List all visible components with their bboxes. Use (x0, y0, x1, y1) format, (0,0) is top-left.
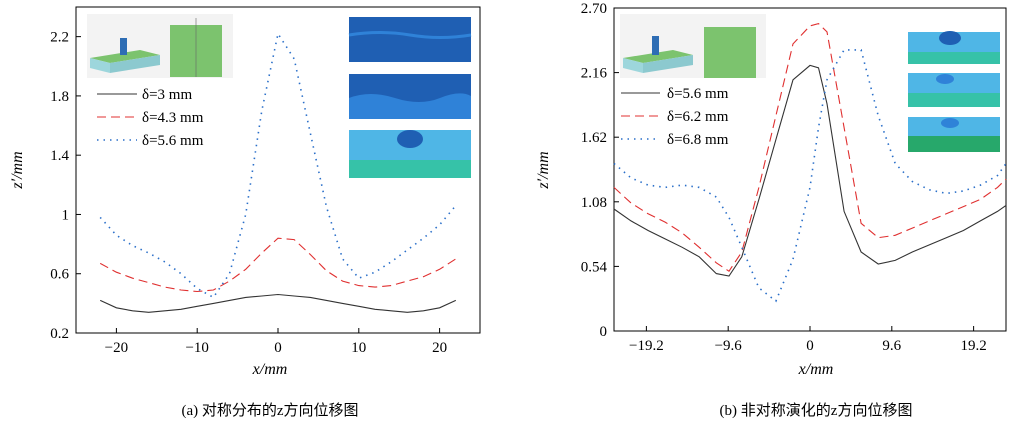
contour-image-b3-bulge (941, 118, 959, 128)
legend-a-label-3: δ=5.6 mm (142, 133, 204, 149)
contour-image-b2-band (908, 93, 1000, 107)
contour-image-b3-band (908, 136, 1000, 152)
chart-b-xlabel: x/mm (798, 361, 834, 378)
contour-image-b1-bulge (939, 31, 961, 45)
chart-a-xlabel: x/mm (252, 361, 288, 378)
legend-b-label-2: δ=6.2 mm (667, 109, 729, 125)
series-line-b-3 (613, 49, 1007, 303)
contour-image-3-band (349, 160, 471, 178)
chart-b-inset-schematic (620, 14, 766, 78)
chart-a-contour-insets (348, 17, 472, 178)
series-line-a-1 (99, 293, 457, 313)
chart-b-ticks: −19.2 −9.6 0 9.6 19.2 0 0.54 1.08 1.62 2.16 2.70 (581, 1, 987, 354)
x-tick-label: 10 (351, 340, 366, 356)
y-tick-label: 0.2 (50, 326, 69, 342)
x-tick-label: −19.2 (629, 338, 664, 354)
chart-a: −20 −10 0 10 20 0.2 0.6 1 1.4 1.8 2.2 x/mm z′/mm (… (9, 6, 481, 419)
y-tick-label: 0.54 (581, 259, 608, 275)
x-tick-label: 0 (806, 338, 814, 354)
schematic-pillar (652, 36, 659, 55)
y-tick-label: 1.4 (50, 148, 69, 164)
chart-a-legend: δ=3 mm δ=4.3 mm δ=5.6 mm (97, 87, 204, 149)
chart-b-legend: δ=5.6 mm δ=6.2 mm δ=6.8 mm (621, 86, 729, 148)
x-tick-label: −10 (185, 340, 208, 356)
series-line-a-2 (99, 237, 457, 293)
schematic-plate-front (90, 58, 110, 73)
x-tick-label: −20 (105, 340, 128, 356)
chart-b-caption: (b) 非对称演化的z方向位移图 (720, 402, 913, 419)
chart-a-inset-schematic (87, 14, 233, 78)
x-tick-label: 9.6 (882, 338, 901, 354)
y-tick-label: 2.70 (581, 1, 607, 17)
contour-image-1 (349, 17, 471, 62)
schematic-plate-side (110, 55, 160, 73)
x-tick-label: 20 (432, 340, 447, 356)
chart-b: −19.2 −9.6 0 9.6 19.2 0 0.54 1.08 1.62 2.16 2.70 x… (535, 1, 1007, 419)
y-tick-label: 1.8 (50, 89, 69, 105)
contour-image-b1-band (908, 52, 1000, 64)
y-tick-label: 1 (62, 207, 70, 223)
x-tick-label: −9.6 (715, 338, 743, 354)
contour-image-1-band (348, 31, 472, 39)
chart-a-ticks: −20 −10 0 10 20 0.2 0.6 1 1.4 1.8 2.2 (50, 30, 447, 356)
schematic-plate-top (90, 50, 160, 63)
legend-a-label-2: δ=4.3 mm (142, 110, 204, 126)
y-tick-label: 0.6 (50, 267, 69, 283)
chart-a-caption: (a) 对称分布的z方向位移图 (181, 402, 358, 419)
y-tick-label: 0 (600, 324, 608, 340)
chart-b-contour-insets (908, 31, 1000, 152)
schematic-plate-top (623, 50, 693, 63)
contour-image-3-bulge (397, 130, 423, 148)
chart-b-lines (613, 22, 1007, 303)
chart-b-ylabel: z′/mm (535, 151, 552, 189)
chart-a-ylabel: z′/mm (9, 151, 26, 189)
contour-image-2-band (349, 93, 471, 119)
schematic-pillar (120, 38, 127, 55)
x-tick-label: 0 (274, 340, 282, 356)
y-tick-label: 1.62 (581, 130, 607, 146)
schematic-plate-side (643, 55, 693, 73)
schematic-top-view (704, 27, 756, 78)
series-line-b-2 (613, 22, 1007, 272)
y-tick-label: 2.2 (50, 30, 69, 46)
legend-b-label-3: δ=6.8 mm (667, 132, 729, 148)
schematic-plate-front (623, 58, 643, 73)
y-tick-label: 1.08 (581, 195, 607, 211)
series-line-b-1 (613, 64, 1007, 277)
legend-b-label-1: δ=5.6 mm (667, 86, 729, 102)
x-tick-label: 19.2 (960, 338, 986, 354)
legend-a-label-1: δ=3 mm (142, 87, 192, 103)
y-tick-label: 2.16 (581, 66, 608, 82)
contour-image-b2-bulge (936, 74, 954, 84)
chart-a-lines (99, 31, 457, 313)
